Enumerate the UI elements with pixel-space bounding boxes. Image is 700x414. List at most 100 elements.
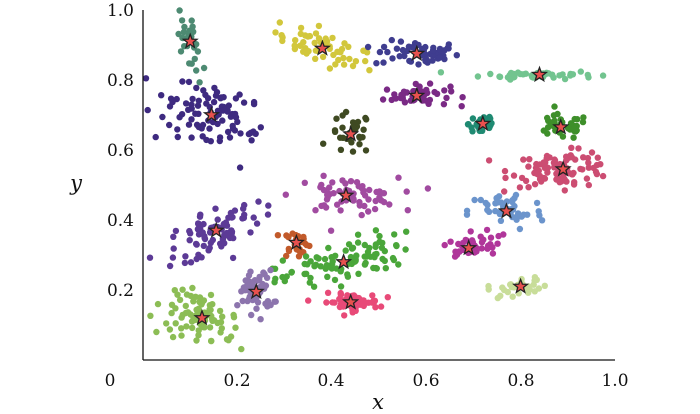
data-point xyxy=(217,319,225,326)
data-point xyxy=(211,84,218,92)
data-point xyxy=(350,292,358,299)
data-point xyxy=(256,273,263,281)
data-point xyxy=(169,254,177,261)
data-point xyxy=(371,251,379,258)
data-point xyxy=(575,145,582,152)
data-point xyxy=(166,121,173,129)
data-point xyxy=(279,37,286,45)
data-point xyxy=(365,196,372,203)
data-point xyxy=(200,242,207,250)
data-point xyxy=(345,43,352,50)
data-point xyxy=(520,156,527,163)
data-point xyxy=(304,261,311,268)
data-point xyxy=(496,73,504,81)
data-point xyxy=(376,232,383,240)
data-point xyxy=(283,252,290,260)
data-point xyxy=(347,178,355,185)
points-layer xyxy=(142,7,607,353)
cluster-center-star xyxy=(474,114,492,132)
data-point xyxy=(248,311,255,319)
data-point xyxy=(599,72,607,79)
data-point xyxy=(464,121,472,128)
data-point xyxy=(365,208,372,215)
data-point xyxy=(452,248,459,255)
data-point xyxy=(424,185,432,192)
data-point xyxy=(276,19,283,26)
data-point xyxy=(377,303,385,310)
data-point xyxy=(533,199,541,207)
data-point xyxy=(583,175,591,182)
data-point xyxy=(201,232,208,240)
data-point xyxy=(354,239,362,246)
cluster-center-star xyxy=(193,308,211,326)
data-point xyxy=(531,277,538,284)
data-point xyxy=(531,169,538,177)
data-point xyxy=(524,211,531,218)
data-point xyxy=(429,47,437,54)
data-point xyxy=(423,56,430,63)
data-point xyxy=(567,72,574,79)
data-point xyxy=(188,116,195,123)
data-point xyxy=(337,146,345,153)
data-point xyxy=(210,98,218,106)
data-point xyxy=(198,125,205,132)
data-point xyxy=(225,102,232,109)
data-point xyxy=(559,71,566,78)
data-point xyxy=(302,253,310,260)
data-point xyxy=(487,234,495,241)
data-point xyxy=(193,241,200,248)
data-point xyxy=(329,34,336,42)
data-point xyxy=(340,54,347,62)
data-point xyxy=(183,291,191,298)
data-point xyxy=(500,231,507,238)
data-point xyxy=(535,208,542,215)
data-point xyxy=(337,283,345,290)
data-point xyxy=(250,100,258,108)
data-point xyxy=(429,57,436,64)
data-point xyxy=(401,99,409,106)
data-point xyxy=(401,48,408,55)
data-point xyxy=(381,247,388,255)
data-point xyxy=(176,7,183,14)
data-point xyxy=(401,52,408,60)
x-tick-label: 0.8 xyxy=(507,371,534,391)
data-point xyxy=(359,134,366,141)
data-point xyxy=(349,62,357,70)
data-point xyxy=(443,94,450,102)
data-point xyxy=(249,280,256,288)
data-point xyxy=(572,156,579,163)
data-point xyxy=(440,101,448,108)
data-point xyxy=(426,80,434,87)
data-point xyxy=(324,289,332,296)
data-point xyxy=(376,194,383,201)
data-point xyxy=(584,154,592,162)
data-point xyxy=(511,195,518,202)
data-point xyxy=(264,211,272,218)
data-point xyxy=(311,263,318,270)
data-point xyxy=(166,326,174,333)
data-point xyxy=(242,277,249,284)
data-point xyxy=(349,119,357,126)
data-point xyxy=(146,254,154,261)
data-point xyxy=(522,177,530,185)
data-point xyxy=(185,106,192,114)
data-point xyxy=(328,265,335,272)
data-point xyxy=(153,328,160,336)
data-point xyxy=(445,41,452,48)
data-point xyxy=(526,156,533,163)
data-point xyxy=(267,266,274,274)
data-point xyxy=(551,103,558,110)
data-point xyxy=(285,233,292,241)
data-point xyxy=(346,55,353,63)
data-point xyxy=(484,201,491,209)
x-tick-label: 0.2 xyxy=(223,371,250,391)
data-point xyxy=(599,172,607,180)
data-point xyxy=(168,301,176,308)
data-point xyxy=(197,224,204,232)
data-point xyxy=(337,134,344,141)
data-point xyxy=(253,220,261,227)
data-point xyxy=(393,45,401,52)
data-point xyxy=(327,227,335,234)
data-point xyxy=(395,261,402,268)
